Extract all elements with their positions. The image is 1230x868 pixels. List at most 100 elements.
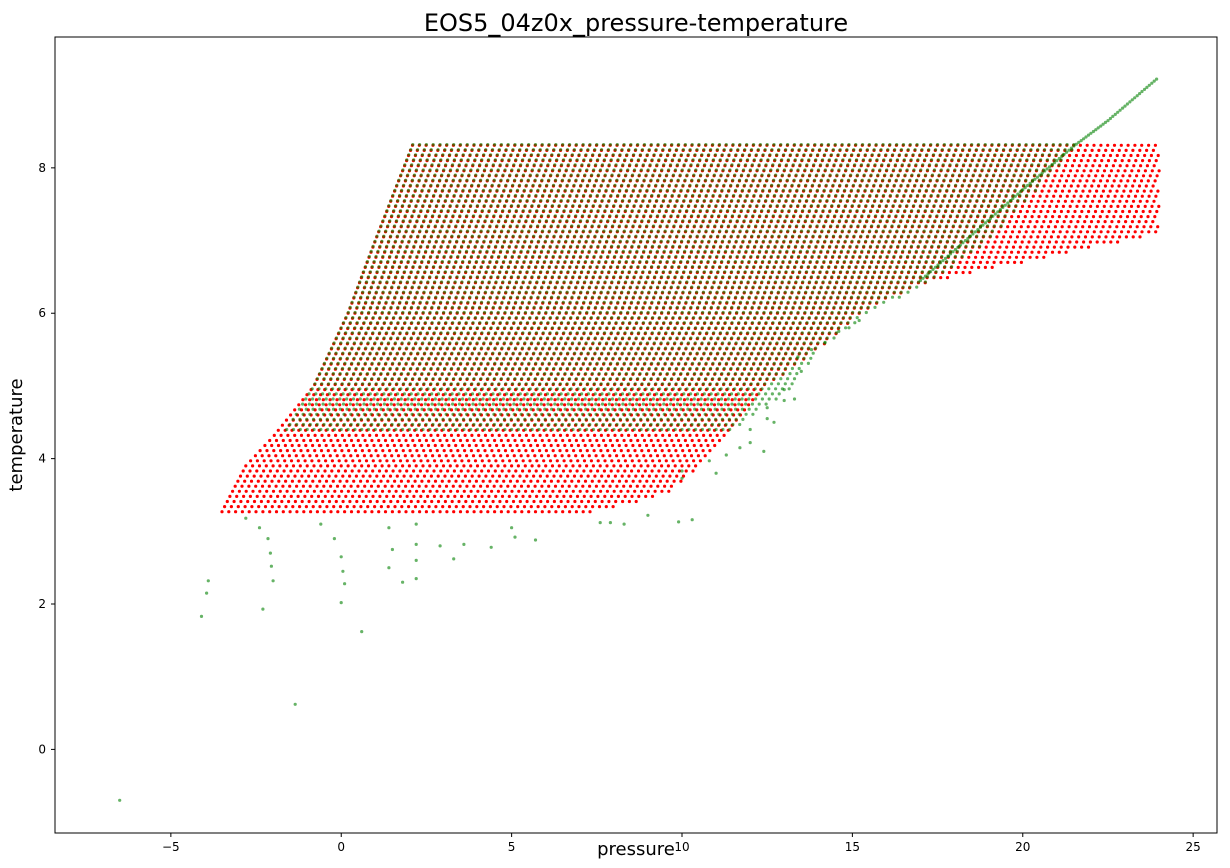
- red-data-point: [375, 499, 379, 504]
- red-data-point: [704, 438, 708, 443]
- red-data-point: [449, 433, 454, 437]
- red-data-point: [363, 438, 367, 443]
- red-data-point: [306, 449, 310, 453]
- red-data-point: [649, 454, 653, 458]
- red-data-point: [506, 438, 510, 443]
- red-data-point: [370, 510, 374, 514]
- red-data-point: [335, 454, 339, 458]
- red-data-point: [568, 510, 572, 514]
- red-data-point: [689, 398, 693, 402]
- red-data-point: [581, 510, 585, 514]
- red-data-point: [571, 464, 575, 468]
- red-data-point: [483, 449, 487, 453]
- red-data-point: [364, 469, 368, 473]
- red-data-point: [653, 449, 658, 453]
- red-data-point: [626, 489, 630, 493]
- red-data-point: [304, 505, 308, 509]
- red-data-point: [1118, 199, 1122, 203]
- red-data-point: [390, 510, 394, 514]
- red-data-point: [1035, 255, 1039, 259]
- red-data-point: [453, 494, 457, 498]
- red-data-point: [262, 469, 266, 473]
- red-data-point: [1103, 220, 1107, 224]
- red-data-point: [401, 449, 405, 453]
- red-data-point: [338, 443, 342, 448]
- red-data-point: [541, 494, 546, 498]
- red-data-point: [1010, 250, 1014, 254]
- red-data-point: [239, 499, 243, 504]
- red-data-point: [508, 459, 512, 463]
- red-data-point: [357, 469, 361, 473]
- red-data-point: [508, 443, 512, 448]
- red-data-point: [262, 494, 266, 498]
- red-data-point: [431, 454, 435, 458]
- red-data-point: [1028, 255, 1032, 259]
- red-data-point: [276, 428, 280, 432]
- red-data-point: [522, 403, 526, 407]
- red-data-point: [490, 433, 494, 437]
- red-data-point: [572, 474, 577, 478]
- red-data-point: [604, 505, 608, 509]
- red-data-point: [1116, 204, 1120, 208]
- red-data-point: [692, 403, 696, 407]
- red-data-point: [488, 479, 492, 483]
- red-data-point: [324, 443, 328, 448]
- red-data-point: [429, 474, 433, 478]
- red-data-point: [282, 469, 286, 473]
- red-data-point: [407, 464, 411, 468]
- red-data-point: [541, 469, 545, 473]
- red-data-point: [695, 433, 699, 437]
- red-data-point: [479, 510, 483, 514]
- red-data-point: [588, 438, 592, 443]
- red-data-point: [452, 469, 456, 473]
- red-data-point: [478, 454, 482, 458]
- red-data-point: [1016, 250, 1021, 254]
- red-data-point: [288, 484, 292, 488]
- red-data-point: [525, 474, 529, 478]
- red-data-point: [1138, 235, 1142, 239]
- red-data-point: [1015, 235, 1020, 239]
- red-data-point: [439, 459, 443, 463]
- red-data-point: [1058, 194, 1063, 198]
- red-data-point: [1001, 255, 1005, 259]
- red-data-point: [515, 443, 519, 448]
- red-data-point: [593, 474, 597, 478]
- red-data-point: [263, 443, 267, 448]
- red-data-point: [272, 449, 276, 453]
- red-data-point: [1059, 245, 1063, 249]
- red-data-point: [1111, 235, 1115, 239]
- red-data-point: [488, 505, 492, 509]
- red-data-point: [414, 464, 418, 468]
- red-data-point: [1065, 194, 1069, 198]
- red-data-point: [353, 489, 357, 493]
- red-data-point: [1097, 235, 1101, 239]
- red-data-point: [596, 469, 600, 473]
- red-data-point: [270, 443, 274, 448]
- red-data-point: [1039, 245, 1043, 249]
- red-data-point: [417, 454, 421, 458]
- red-data-point: [576, 403, 580, 407]
- red-data-point: [499, 454, 503, 458]
- red-data-point: [1049, 220, 1053, 224]
- red-data-point: [379, 479, 383, 483]
- red-data-point: [244, 464, 248, 468]
- red-data-point: [991, 245, 995, 249]
- red-data-point: [321, 499, 325, 504]
- red-data-point: [284, 418, 289, 422]
- red-data-point: [580, 398, 584, 402]
- red-data-point: [485, 454, 489, 458]
- red-data-point: [415, 433, 419, 437]
- red-data-point: [257, 505, 261, 509]
- red-data-point: [677, 469, 682, 473]
- red-data-point: [648, 398, 653, 402]
- red-data-point: [236, 479, 240, 483]
- red-data-point: [275, 469, 279, 473]
- red-data-point: [504, 433, 508, 437]
- red-data-point: [371, 469, 375, 473]
- red-data-point: [599, 433, 604, 437]
- red-data-point: [584, 505, 588, 509]
- red-data-point: [662, 454, 666, 458]
- red-data-point: [406, 443, 410, 448]
- red-data-point: [610, 459, 614, 463]
- red-data-point: [292, 449, 296, 453]
